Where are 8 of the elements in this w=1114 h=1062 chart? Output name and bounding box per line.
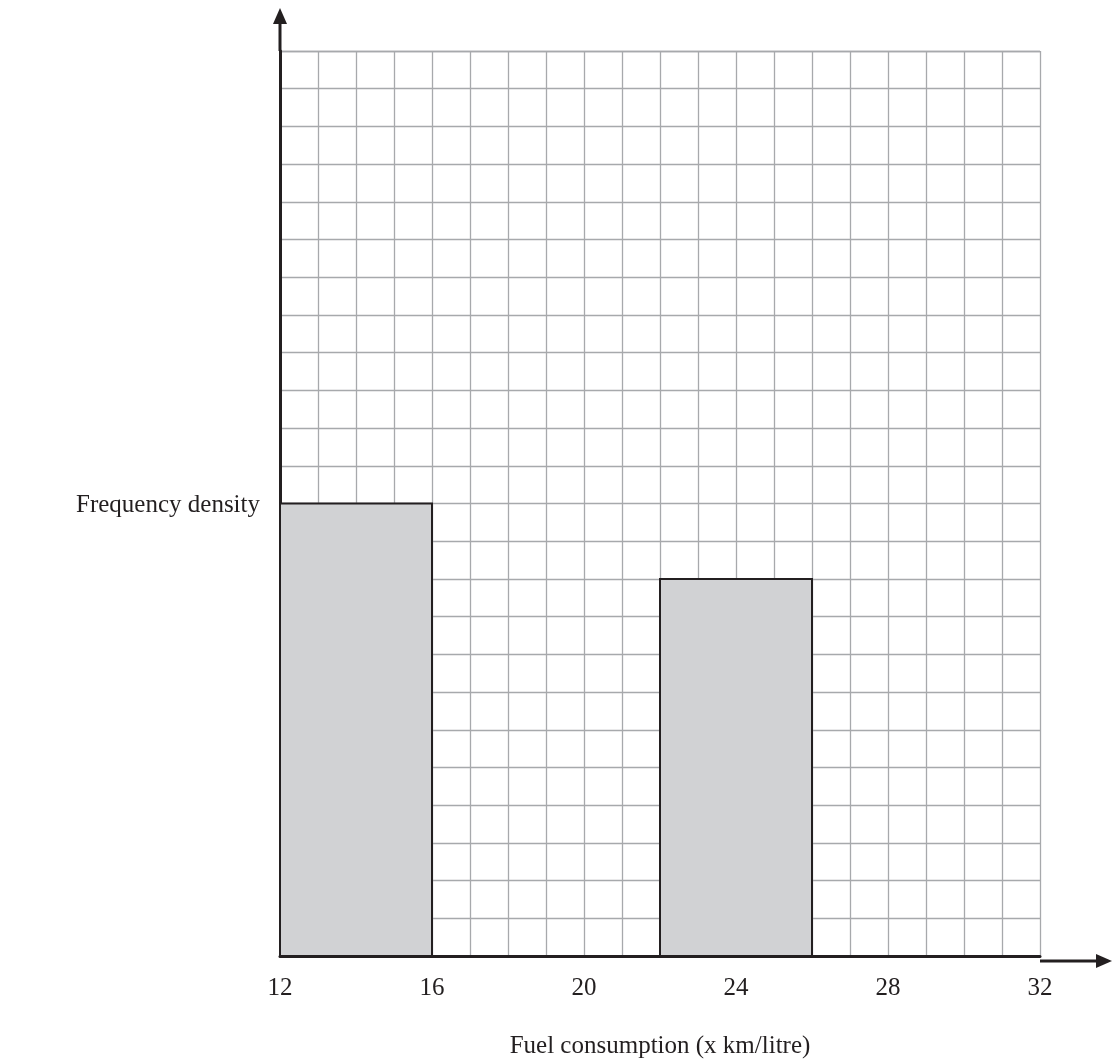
x-tick-label: 32 [1027,973,1053,1000]
x-tick-label: 20 [571,973,597,1000]
x-axis-title: Fuel consumption (x km/litre) [509,1031,811,1059]
x-tick-label: 28 [875,973,901,1000]
x-tick-label: 16 [419,973,445,1000]
x-tick-label: 24 [723,973,749,1000]
x-tick-label: 12 [267,973,293,1000]
y-axis-title: Frequency density [76,490,261,517]
